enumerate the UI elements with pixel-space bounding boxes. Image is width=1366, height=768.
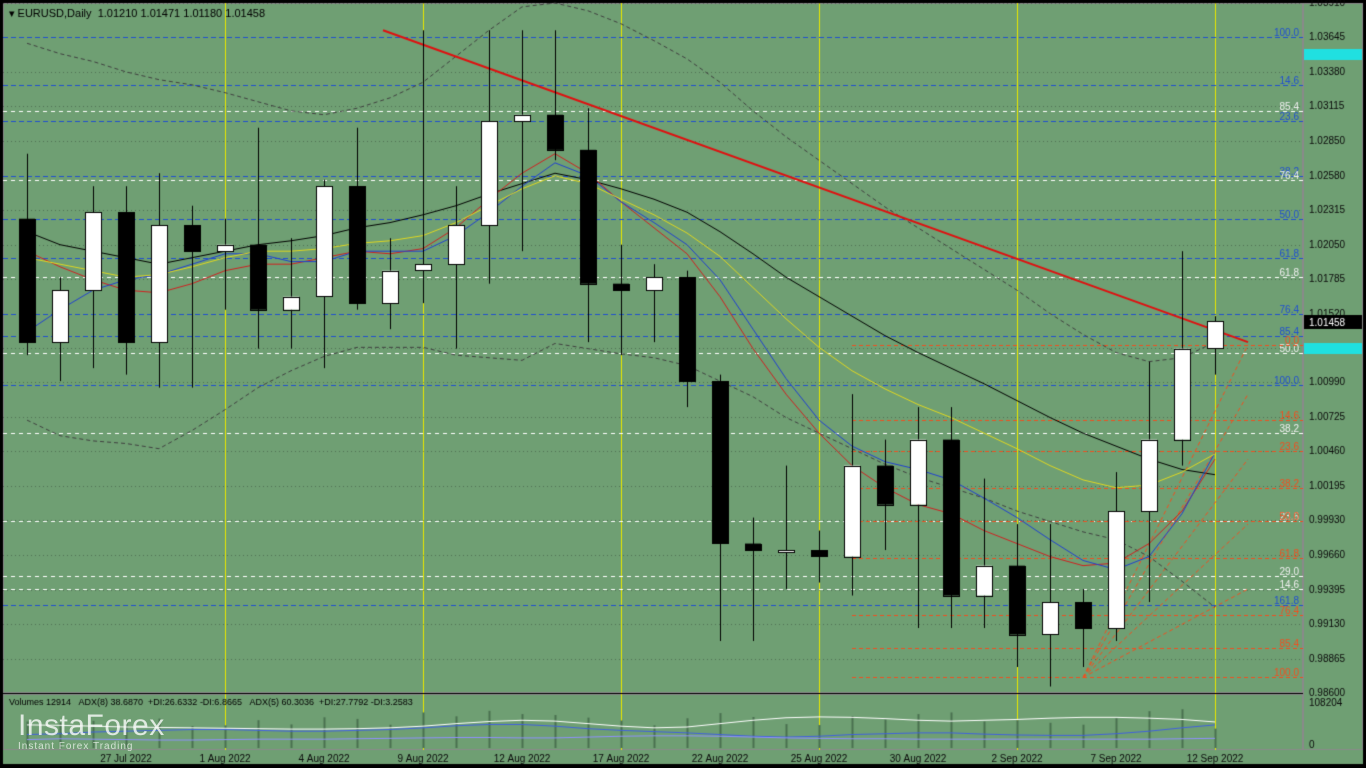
chart-container: InstaForex Instant Forex Trading <box>0 0 1366 768</box>
price-chart-canvas[interactable] <box>0 0 1366 768</box>
